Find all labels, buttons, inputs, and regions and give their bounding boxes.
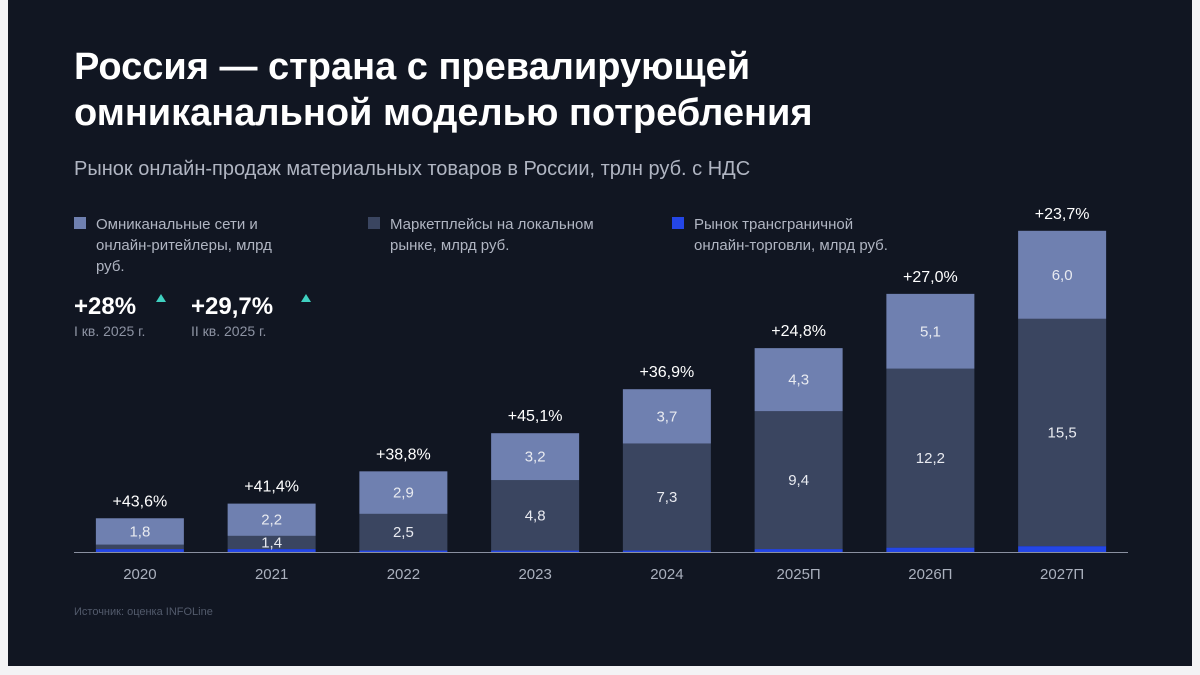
bar-crossborder-0 xyxy=(95,549,184,552)
x-tick-label-6: 2026П xyxy=(908,566,952,583)
data-label-omni-3: 3,2 xyxy=(525,449,546,466)
x-tick-label-0: 2020 xyxy=(123,566,156,583)
bar-omni-1 xyxy=(227,503,316,536)
growth-label-1: +41,4% xyxy=(244,479,299,496)
legend-swatch-crossborder xyxy=(672,217,684,229)
x-tick-label-5: 2025П xyxy=(777,566,821,583)
chart-subtitle: Рынок онлайн-продаж материальных товаров… xyxy=(74,158,751,180)
x-tick-label-7: 2027П xyxy=(1040,566,1084,583)
kpi-q1: +28% I кв. 2025 г. xyxy=(74,292,166,340)
legend-swatch-omni xyxy=(74,217,86,229)
legend-label-omni: Омниканальные сети и онлайн-ритейлеры, м… xyxy=(96,214,272,277)
kpi-q2-value: +29,7% xyxy=(191,293,274,320)
source-note: Источник: оценка INFOLine xyxy=(74,606,213,618)
growth-label-7: +23,7% xyxy=(1035,206,1090,223)
growth-label-2: +38,8% xyxy=(376,446,431,463)
legend-label-omni-line3: руб. xyxy=(96,258,125,275)
legend-swatch-marketplaces xyxy=(368,217,380,229)
kpi-q1-value: +28% xyxy=(74,293,137,320)
legend-item-crossborder: Рынок трансграничной онлайн-торговли, мл… xyxy=(672,214,888,256)
growth-label-6: +27,0% xyxy=(903,269,958,286)
legend-label-marketplaces: Маркетплейсы на локальном рынке, млрд ру… xyxy=(390,214,594,256)
legend-label-marketplaces-line2: рынке, млрд руб. xyxy=(390,237,510,254)
bar-marketplaces-5 xyxy=(754,411,843,550)
stacked-bar-chart: 1,8 +43,6% 2020 1,4 2,2 +41,4% 2021 2,5 2,9 +38,8… xyxy=(74,206,1128,583)
data-label-omni-5: 4,3 xyxy=(788,372,809,389)
data-label-marketplaces-1: 1,4 xyxy=(261,534,282,551)
legend-label-crossborder-line1: Рынок трансграничной xyxy=(694,216,854,233)
growth-label-0: +43,6% xyxy=(113,493,168,510)
title-line-1: Россия — страна с превалирующей xyxy=(74,46,751,88)
x-tick-label-1: 2021 xyxy=(255,566,288,583)
legend-label-omni-line2: онлайн-ритейлеры, млрд xyxy=(96,237,272,254)
data-label-omni-2: 2,9 xyxy=(393,485,414,502)
bar-omni-6 xyxy=(886,293,975,369)
bar-omni-4 xyxy=(622,389,711,444)
bar-marketplaces-4 xyxy=(622,443,711,551)
data-label-marketplaces-7: 15,5 xyxy=(1048,424,1077,441)
page-title: Россия — страна с превалирующей омникана… xyxy=(74,44,1074,136)
bar-crossborder-3 xyxy=(491,550,580,552)
trend-up-icon xyxy=(301,294,311,302)
data-label-omni-7: 6,0 xyxy=(1052,267,1073,284)
bar-crossborder-1 xyxy=(227,549,316,552)
data-label-marketplaces-6: 12,2 xyxy=(916,450,945,467)
legend-item-marketplaces: Маркетплейсы на локальном рынке, млрд ру… xyxy=(368,214,594,256)
bar-marketplaces-3 xyxy=(491,480,580,551)
bar-crossborder-2 xyxy=(359,550,448,552)
legend-item-omni: Омниканальные сети и онлайн-ритейлеры, м… xyxy=(74,214,272,277)
bar-crossborder-4 xyxy=(622,550,711,552)
x-tick-label-2: 2022 xyxy=(387,566,420,583)
trend-up-icon xyxy=(156,294,166,302)
legend-label-marketplaces-line1: Маркетплейсы на локальном xyxy=(390,216,594,233)
bar-crossborder-7 xyxy=(1018,546,1107,552)
data-label-marketplaces-3: 4,8 xyxy=(525,507,546,524)
data-label-marketplaces-4: 7,3 xyxy=(656,489,677,506)
data-label-marketplaces-2: 2,5 xyxy=(393,524,414,541)
legend-label-crossborder: Рынок трансграничной онлайн-торговли, мл… xyxy=(694,214,888,256)
bar-omni-3 xyxy=(491,433,580,481)
growth-label-3: +45,1% xyxy=(508,408,563,425)
kpi-q2-period: II кв. 2025 г. xyxy=(191,323,267,339)
data-label-omni-6: 5,1 xyxy=(920,323,941,340)
bar-omni-2 xyxy=(359,471,448,514)
kpi-q1-period: I кв. 2025 г. xyxy=(74,323,146,339)
data-label-omni-4: 3,7 xyxy=(656,408,677,425)
bar-marketplaces-2 xyxy=(359,513,448,551)
bar-omni-5 xyxy=(754,348,843,412)
bar-marketplaces-0 xyxy=(95,544,184,550)
data-label-omni-1: 2,2 xyxy=(261,512,282,529)
data-label-marketplaces-5: 9,4 xyxy=(788,472,809,489)
x-tick-label-3: 2023 xyxy=(518,566,551,583)
bar-crossborder-5 xyxy=(754,549,843,552)
growth-label-5: +24,8% xyxy=(771,323,826,340)
x-tick-label-4: 2024 xyxy=(650,566,683,583)
title-line-2: омниканальной моделью потребления xyxy=(74,92,813,134)
slide: Россия — страна с превалирующей омникана… xyxy=(8,0,1192,666)
bar-marketplaces-7 xyxy=(1018,318,1107,547)
bar-omni-7 xyxy=(1018,230,1107,319)
bar-omni-0 xyxy=(95,518,184,545)
growth-label-4: +36,9% xyxy=(640,364,695,381)
bar-marketplaces-1 xyxy=(227,535,316,550)
kpi-q2: +29,7% II кв. 2025 г. xyxy=(191,292,311,340)
data-label-omni-0: 1,8 xyxy=(129,523,150,540)
bar-marketplaces-6 xyxy=(886,368,975,548)
bar-crossborder-6 xyxy=(886,547,975,552)
legend-label-crossborder-line2: онлайн-торговли, млрд руб. xyxy=(694,237,888,254)
legend-label-omni-line1: Омниканальные сети и xyxy=(96,216,258,233)
